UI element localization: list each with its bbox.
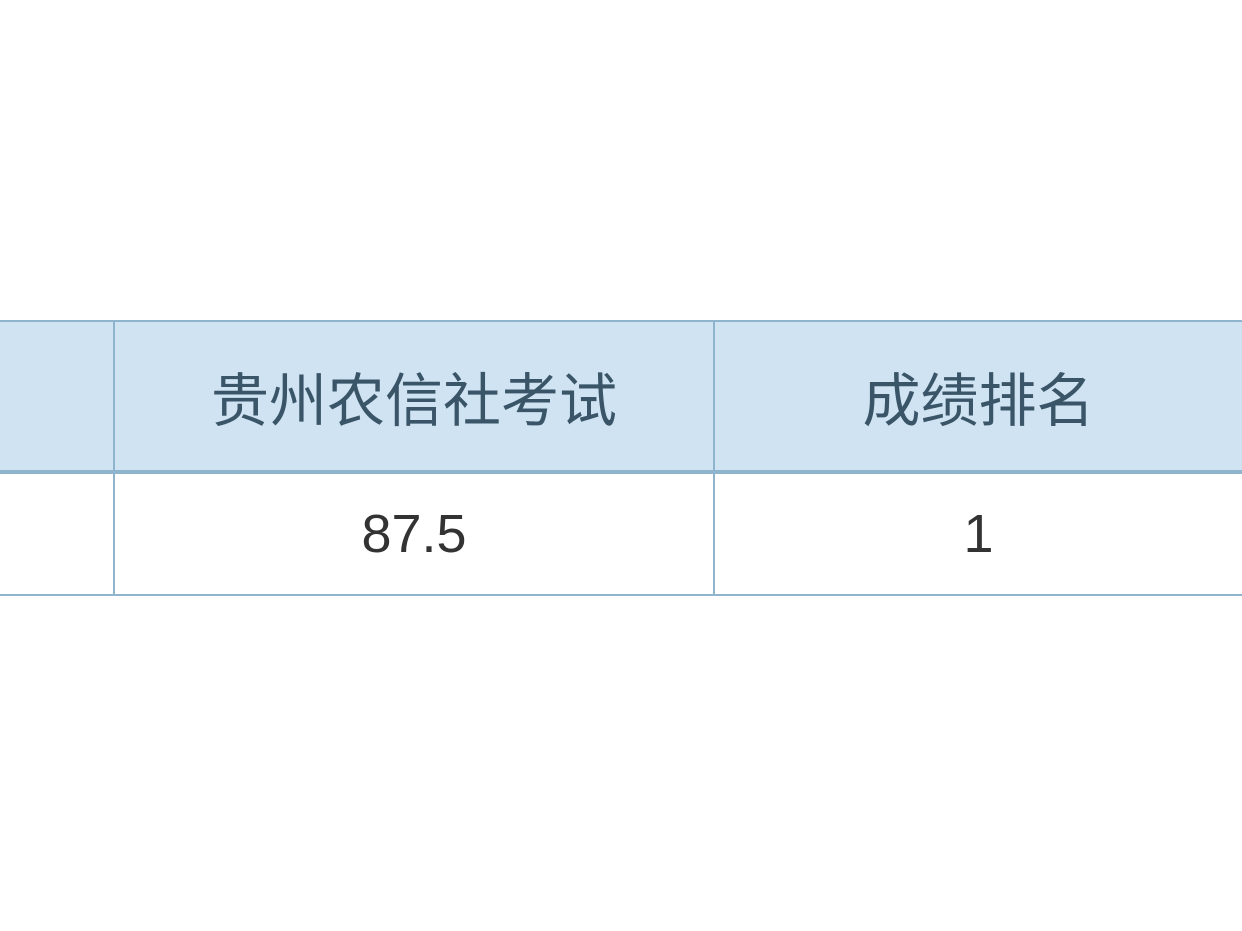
header-rank: 成绩排名 <box>715 320 1242 472</box>
cell-rank: 1 <box>715 472 1242 596</box>
header-blank <box>0 320 115 472</box>
table-header-row: 贵州农信社考试 成绩排名 <box>0 320 1242 472</box>
score-table: 贵州农信社考试 成绩排名 87.5 1 <box>0 320 1242 596</box>
cell-exam-score: 87.5 <box>115 472 715 596</box>
header-exam: 贵州农信社考试 <box>115 320 715 472</box>
score-table-container: 贵州农信社考试 成绩排名 87.5 1 <box>0 320 1242 596</box>
table-row: 87.5 1 <box>0 472 1242 596</box>
cell-blank <box>0 472 115 596</box>
